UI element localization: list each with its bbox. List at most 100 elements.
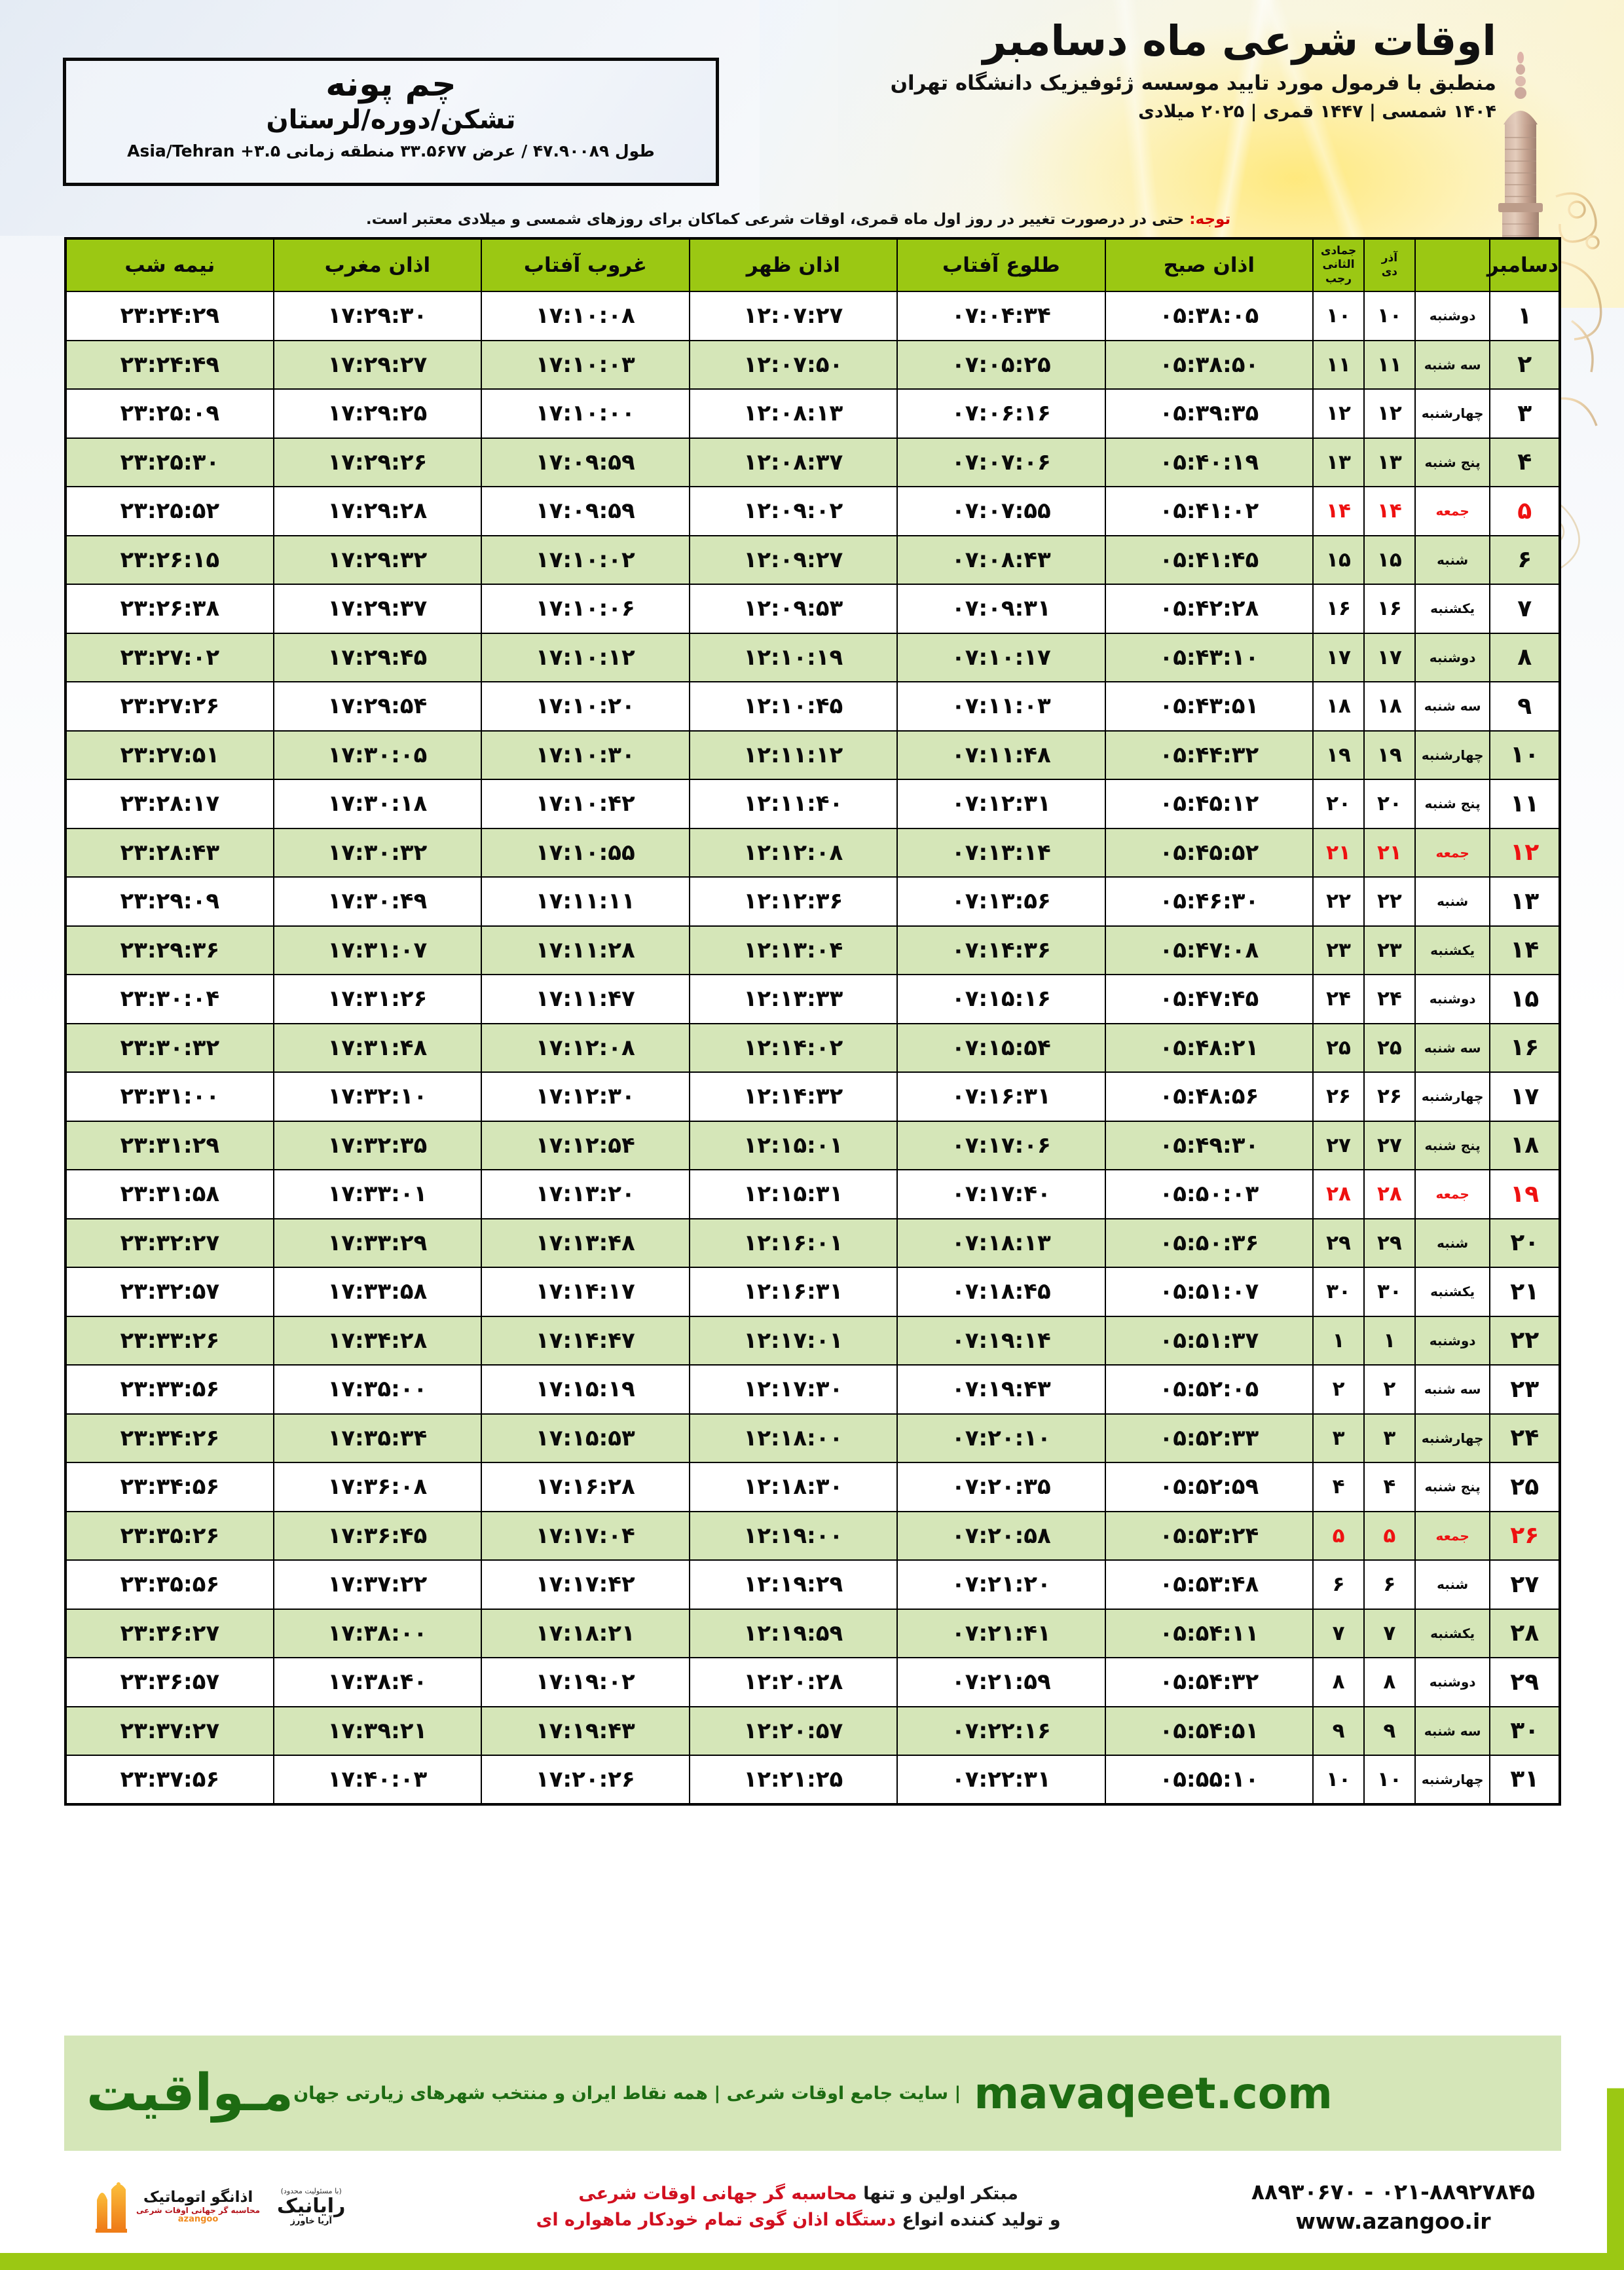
cell-weekday: دوشنبه [1414,1315,1491,1366]
cell-sunset: ۱۷:۱۹:۴۳ [481,1705,690,1756]
cell-midnight: ۲۳:۳۰:۰۴ [65,974,274,1024]
cell-day: ۱۷ [1489,1071,1560,1122]
table-row: ۱۳ شنبه ۲۲ ۲۲ ۰۵:۴۶:۳۰ ۰۷:۱۳:۵۶ ۱۲:۱۲:۳۶ ۱۷:۱۱:… [65,876,1560,927]
cell-shamsi: ۱۵ [1363,534,1416,585]
minaret-logo-icon [96,2182,127,2233]
cell-dhuhr: ۱۲:۲۰:۵۷ [688,1705,898,1756]
cell-dhuhr: ۱۲:۰۷:۵۰ [688,339,898,390]
cell-weekday: شنبه [1414,1218,1491,1268]
cell-weekday: چهارشنبه [1414,1071,1491,1122]
cell-maghrib: ۱۷:۳۴:۲۸ [272,1315,483,1366]
table-row: ۱۰ چهارشنبه ۱۹ ۱۹ ۰۵:۴۴:۳۲ ۰۷:۱۱:۴۸ ۱۲:۱۱:۱۲ ۱۷… [65,730,1560,780]
cell-sunrise: ۰۷:۲۱:۲۰ [896,1559,1106,1610]
cell-sunrise: ۰۷:۱۵:۵۴ [896,1022,1106,1073]
cell-fajr: ۰۵:۳۹:۳۵ [1104,388,1314,439]
cell-shamsi: ۷ [1363,1608,1416,1658]
cell-shamsi: ۲۱ [1363,827,1416,878]
cell-day: ۴ [1489,437,1560,487]
table-row: ۴ پنج شنبه ۱۳ ۱۳ ۰۵:۴۰:۱۹ ۰۷:۰۷:۰۶ ۱۲:۰۸:۳۷ ۱۷:… [65,437,1560,487]
cell-sunset: ۱۷:۱۱:۱۱ [481,876,690,927]
cell-midnight: ۲۳:۳۴:۲۶ [65,1413,274,1463]
cell-maghrib: ۱۷:۳۰:۱۸ [272,779,483,829]
cell-midnight: ۲۳:۳۳:۵۶ [65,1364,274,1415]
cell-shamsi: ۶ [1363,1559,1416,1610]
cell-sunset: ۱۷:۱۵:۱۹ [481,1364,690,1415]
cell-weekday: شنبه [1414,1559,1491,1610]
table-row: ۹ سه شنبه ۱۸ ۱۸ ۰۵:۴۳:۵۱ ۰۷:۱۱:۰۳ ۱۲:۱۰:۴۵ ۱۷:۱… [65,681,1560,732]
cell-shamsi: ۱۰ [1363,291,1416,341]
table-row: ۲۱ یکشنبه ۳۰ ۳۰ ۰۵:۵۱:۰۷ ۰۷:۱۸:۴۵ ۱۲:۱۶:۳۱ ۱۷:۱… [65,1267,1560,1317]
cell-fajr: ۰۵:۴۵:۱۲ [1104,779,1314,829]
cell-sunrise: ۰۷:۱۳:۱۴ [896,827,1106,878]
cell-weekday: یکشنبه [1414,1267,1491,1317]
cell-sunset: ۱۷:۱۰:۵۵ [481,827,690,878]
cell-weekday: سه شنبه [1414,1705,1491,1756]
col-header-hijri-bot: رجب [1325,272,1352,286]
cell-dhuhr: ۱۲:۱۰:۱۹ [688,632,898,682]
cell-fajr: ۰۵:۴۶:۳۰ [1104,876,1314,927]
cell-day: ۲۰ [1489,1218,1560,1268]
cell-sunrise: ۰۷:۱۸:۱۳ [896,1218,1106,1268]
cell-maghrib: ۱۷:۲۹:۲۶ [272,437,483,487]
cell-maghrib: ۱۷:۳۰:۳۲ [272,827,483,878]
table-row: ۶ شنبه ۱۵ ۱۵ ۰۵:۴۱:۴۵ ۰۷:۰۸:۴۳ ۱۲:۰۹:۲۷ ۱۷:۱۰:۰… [65,534,1560,585]
cell-sunset: ۱۷:۱۴:۴۷ [481,1315,690,1366]
cell-hijri: ۳۰ [1312,1267,1365,1317]
cell-dhuhr: ۱۲:۱۱:۴۰ [688,779,898,829]
cell-hijri: ۹ [1312,1705,1365,1756]
cell-sunrise: ۰۷:۱۱:۴۸ [896,730,1106,780]
cell-maghrib: ۱۷:۳۹:۲۱ [272,1705,483,1756]
table-row: ۱۱ پنج شنبه ۲۰ ۲۰ ۰۵:۴۵:۱۲ ۰۷:۱۲:۳۱ ۱۲:۱۱:۴۰ ۱۷… [65,779,1560,829]
cell-weekday: دوشنبه [1414,632,1491,682]
cell-maghrib: ۱۷:۳۰:۴۹ [272,876,483,927]
cell-midnight: ۲۳:۲۵:۳۰ [65,437,274,487]
col-header-shamsi: آذر دی [1363,238,1416,292]
cell-weekday: پنج شنبه [1414,1462,1491,1512]
cell-hijri: ۱۰ [1312,1755,1365,1805]
cell-day: ۱۴ [1489,925,1560,975]
cell-sunrise: ۰۷:۱۱:۰۳ [896,681,1106,732]
footer-slogan-line1: مبتکر اولین و تنها محاسبه گر جهانی اوقات… [536,2181,1061,2208]
cell-day: ۲۴ [1489,1413,1560,1463]
cell-midnight: ۲۳:۳۶:۲۷ [65,1608,274,1658]
cell-day: ۲۸ [1489,1608,1560,1658]
cell-sunset: ۱۷:۰۹:۵۹ [481,486,690,536]
footer-website[interactable]: www.azangoo.ir [1295,2208,1491,2234]
cell-dhuhr: ۱۲:۱۳:۰۴ [688,925,898,975]
col-header-weekday [1414,238,1491,292]
cell-sunrise: ۰۷:۱۹:۴۳ [896,1364,1106,1415]
cell-maghrib: ۱۷:۲۹:۲۵ [272,388,483,439]
cell-midnight: ۲۳:۲۵:۵۲ [65,486,274,536]
cell-fajr: ۰۵:۵۲:۵۹ [1104,1462,1314,1512]
cell-hijri: ۲۶ [1312,1071,1365,1122]
table-row: ۱ دوشنبه ۱۰ ۱۰ ۰۵:۳۸:۰۵ ۰۷:۰۴:۳۴ ۱۲:۰۷:۲۷ ۱۷:۱۰… [65,291,1560,341]
cell-midnight: ۲۳:۳۱:۵۸ [65,1169,274,1219]
cell-dhuhr: ۱۲:۱۳:۳۳ [688,974,898,1024]
cell-day: ۸ [1489,632,1560,682]
cell-maghrib: ۱۷:۳۶:۰۸ [272,1462,483,1512]
cell-fajr: ۰۵:۴۸:۲۱ [1104,1022,1314,1073]
rayanik-logo: (با مسئولیت محدود) رایانیک آریا خاورز [277,2187,345,2226]
table-body: ۱ دوشنبه ۱۰ ۱۰ ۰۵:۳۸:۰۵ ۰۷:۰۴:۳۴ ۱۲:۰۷:۲۷ ۱۷:۱۰… [65,291,1560,1805]
cell-shamsi: ۲۰ [1363,779,1416,829]
cell-dhuhr: ۱۲:۱۲:۰۸ [688,827,898,878]
cell-hijri: ۲۹ [1312,1218,1365,1268]
cell-sunrise: ۰۷:۰۴:۳۴ [896,291,1106,341]
cell-fajr: ۰۵:۵۰:۰۳ [1104,1169,1314,1219]
cell-weekday: چهارشنبه [1414,1413,1491,1463]
cell-fajr: ۰۵:۵۰:۳۶ [1104,1218,1314,1268]
cell-fajr: ۰۵:۵۱:۳۷ [1104,1315,1314,1366]
mavaqeet-url[interactable]: mavaqeet.com [974,2068,1333,2119]
cell-midnight: ۲۳:۳۲:۵۷ [65,1267,274,1317]
cell-sunrise: ۰۷:۱۰:۱۷ [896,632,1106,682]
cell-shamsi: ۲۲ [1363,876,1416,927]
col-header-hijri: جمادی الثانی رجب [1312,238,1365,292]
cell-maghrib: ۱۷:۳۵:۳۴ [272,1413,483,1463]
cell-weekday: یکشنبه [1414,925,1491,975]
cell-dhuhr: ۱۲:۰۸:۱۳ [688,388,898,439]
cell-maghrib: ۱۷:۳۷:۲۲ [272,1559,483,1610]
cell-sunrise: ۰۷:۱۳:۵۶ [896,876,1106,927]
note-label: توجه: [1189,211,1231,228]
table-row: ۱۲ جمعه ۲۱ ۲۱ ۰۵:۴۵:۵۲ ۰۷:۱۳:۱۴ ۱۲:۱۲:۰۸ ۱۷:۱۰:… [65,827,1560,878]
cell-maghrib: ۱۷:۳۳:۰۱ [272,1169,483,1219]
